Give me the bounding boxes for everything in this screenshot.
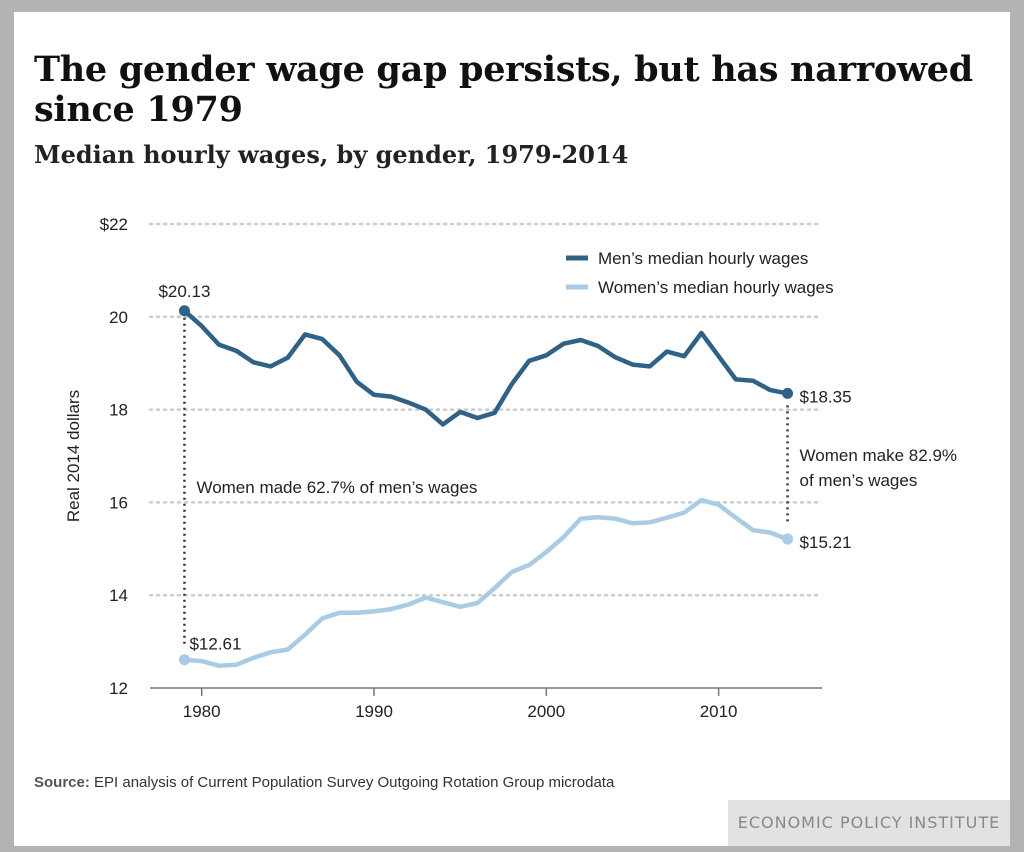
legend-label-women: Women’s median hourly wages (598, 278, 834, 297)
mens-wage-line (182, 308, 790, 427)
y-tick-label: 14 (109, 586, 128, 605)
womens-end-dot-end (782, 533, 794, 545)
y-tick-label: 20 (109, 308, 128, 327)
mens-end-dot-end (782, 387, 794, 399)
data-label-women-start: $12.61 (189, 635, 241, 654)
y-tick-label: 16 (109, 493, 128, 512)
source-note: Source: EPI analysis of Current Populati… (34, 774, 614, 791)
gap-annotation-1979: Women made 62.7% of men’s wages (196, 478, 477, 497)
y-tick-label: 18 (109, 401, 128, 420)
mens-end-dot-start (178, 305, 190, 317)
brand-logo: ECONOMIC POLICY INSTITUTE (728, 800, 1010, 846)
x-tick-label: 1980 (183, 702, 221, 721)
x-tick-label: 1990 (355, 702, 393, 721)
x-tick-label: 2000 (527, 702, 565, 721)
legend-label-men: Men’s median hourly wages (598, 249, 808, 268)
data-label-men-start: $20.13 (158, 282, 210, 301)
y-tick-label: $22 (100, 215, 128, 234)
gap-annotation-2014-line2: of men’s wages (800, 471, 918, 490)
data-label-men-end: $18.35 (800, 387, 852, 406)
chart-subtitle: Median hourly wages, by gender, 1979-201… (34, 140, 629, 169)
chart-title: The gender wage gap persists, but has na… (34, 49, 973, 130)
y-axis-label: Real 2014 dollars (64, 390, 83, 522)
womens-end-dot-start (178, 654, 190, 666)
gap-annotation-2014-line1: Women make 82.9% (800, 446, 957, 465)
womens-wage-line (182, 497, 790, 668)
source-label: Source: (34, 774, 90, 791)
y-tick-label: 12 (109, 679, 128, 698)
x-tick-label: 2010 (700, 702, 738, 721)
data-label-women-end: $15.21 (800, 533, 852, 552)
chart-card: The gender wage gap persists, but has na… (14, 12, 1010, 846)
source-text: EPI analysis of Current Population Surve… (94, 774, 615, 791)
